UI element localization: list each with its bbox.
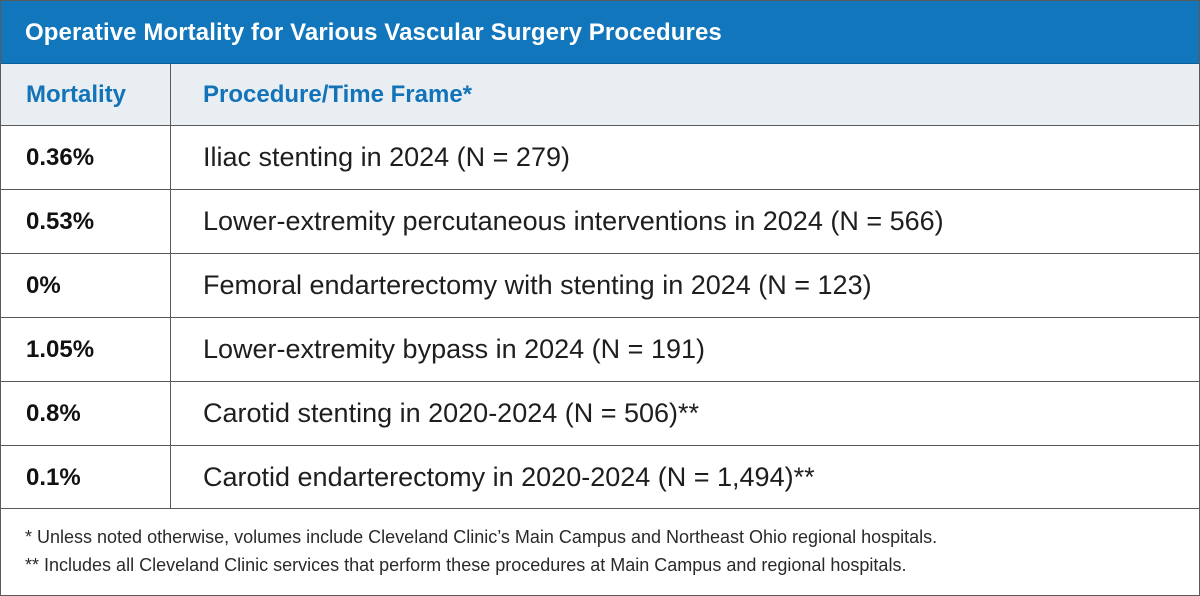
procedure-cell: Carotid stenting in 2020-2024 (N = 506)*… <box>203 398 700 428</box>
mortality-cell: 0.8% <box>1 382 171 445</box>
procedure-cell: Femoral endarterectomy with stenting in … <box>203 270 872 300</box>
procedure-cell: Lower-extremity bypass in 2024 (N = 191) <box>203 334 705 364</box>
table-row: 0% Femoral endarterectomy with stenting … <box>1 254 1199 318</box>
mortality-cell: 0.1% <box>1 446 171 508</box>
table-row: 0.8% Carotid stenting in 2020-2024 (N = … <box>1 382 1199 446</box>
mortality-cell: 0.53% <box>1 190 171 253</box>
mortality-cell: 0.36% <box>1 126 171 189</box>
procedure-cell: Carotid endarterectomy in 2020-2024 (N =… <box>203 462 815 492</box>
table-title: Operative Mortality for Various Vascular… <box>1 1 1199 64</box>
footnote-single-asterisk: * Unless noted otherwise, volumes includ… <box>25 527 938 547</box>
table-header-row: Mortality Procedure/Time Frame* <box>1 64 1199 126</box>
mortality-cell: 0% <box>1 254 171 317</box>
table-row: 0.1% Carotid endarterectomy in 2020-2024… <box>1 446 1199 509</box>
mortality-cell: 1.05% <box>1 318 171 381</box>
header-procedure: Procedure/Time Frame* <box>203 81 473 108</box>
procedure-cell: Lower-extremity percutaneous interventio… <box>203 206 944 236</box>
table-row: 0.36% Iliac stenting in 2024 (N = 279) <box>1 126 1199 190</box>
table-row: 1.05% Lower-extremity bypass in 2024 (N … <box>1 318 1199 382</box>
procedure-cell: Iliac stenting in 2024 (N = 279) <box>203 142 570 172</box>
footnote-double-asterisk: ** Includes all Cleveland Clinic service… <box>25 555 907 575</box>
header-mortality: Mortality <box>1 64 171 125</box>
table-row: 0.53% Lower-extremity percutaneous inter… <box>1 190 1199 254</box>
table-footnotes: * Unless noted otherwise, volumes includ… <box>1 509 1199 579</box>
